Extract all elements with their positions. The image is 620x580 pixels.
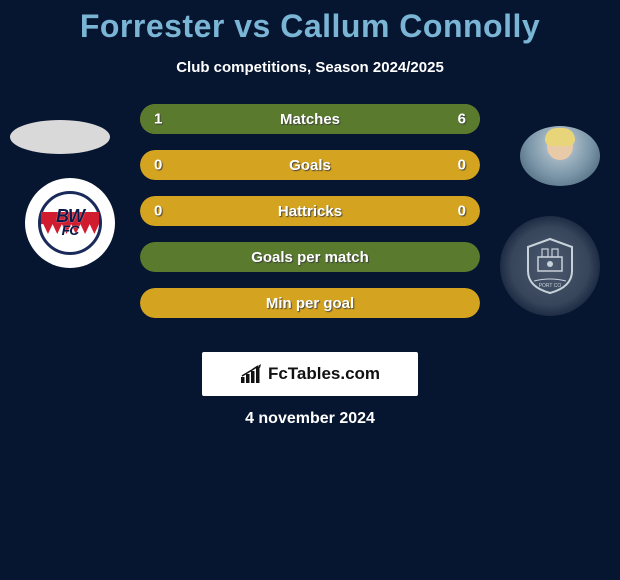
subtitle: Club competitions, Season 2024/2025 [0,59,620,76]
date-label: 4 november 2024 [0,410,620,428]
stat-bars: Matches 1 6 Goals 0 0 Hattricks 0 0 Goals per mat… [140,104,480,334]
bar-fill-left [140,104,189,134]
club-right-crest-icon: PORT CO [524,237,576,295]
player-left-avatar [10,120,110,154]
brand-chart-icon [240,364,262,384]
club-left-initials-top: BW [56,209,84,223]
stat-row: Matches 1 6 [140,104,480,134]
stat-value-left: 1 [154,111,162,128]
stat-row: Hattricks 0 0 [140,196,480,226]
stat-value-left: 0 [154,203,162,220]
comparison-panel: BW FC PORT CO Matches 1 6 Goals 0 0 Hattricks 0… [0,104,620,344]
stat-value-left: 0 [154,157,162,174]
stat-label: Hattricks [278,203,342,220]
stat-value-right: 0 [458,157,466,174]
svg-text:PORT CO: PORT CO [539,283,562,289]
stat-row: Goals 0 0 [140,150,480,180]
club-right-badge: PORT CO [500,216,600,316]
club-left-badge: BW FC [25,178,115,268]
stat-label: Goals [289,157,331,174]
stat-row: Goals per match [140,242,480,272]
stat-value-right: 6 [458,111,466,128]
stat-value-right: 0 [458,203,466,220]
club-left-initials-bottom: FC [62,223,79,237]
brand-label: FcTables.com [268,364,380,384]
stat-row: Min per goal [140,288,480,318]
page-title: Forrester vs Callum Connolly [0,0,620,45]
brand-box: FcTables.com [202,352,418,396]
club-left-crest-icon: BW FC [38,191,102,255]
stat-label: Goals per match [251,249,369,266]
player-right-avatar [520,126,600,186]
stat-label: Matches [280,111,340,128]
stat-label: Min per goal [266,295,354,312]
